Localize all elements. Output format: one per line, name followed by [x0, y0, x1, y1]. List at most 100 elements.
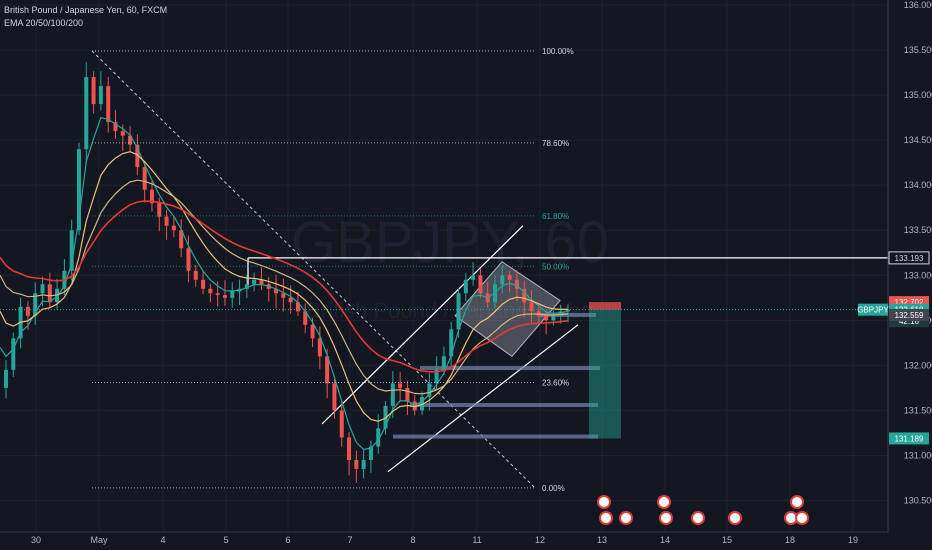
candle-body: [259, 279, 264, 285]
price-label: 133.193: [888, 251, 930, 265]
support-bar: [410, 403, 598, 408]
support-bar: [420, 366, 600, 371]
drawings[interactable]: [0, 50, 888, 489]
position-stop-zone: [589, 302, 621, 310]
channel-lower-line: [387, 324, 579, 473]
candle-body: [164, 216, 169, 226]
ema-200-line: [0, 200, 569, 373]
candle-body: [347, 437, 352, 460]
x-tick-label: 18: [785, 535, 795, 545]
candle-body: [354, 459, 359, 469]
moving-averages: [0, 116, 569, 451]
event-markers[interactable]: [597, 495, 809, 525]
price-label-bg: [858, 303, 888, 316]
time-axis[interactable]: 30 May 4 5 6 7 8 11 12 13 14 15 18 19: [31, 535, 858, 545]
price-label: 132.559: [889, 309, 929, 322]
fib-level-label: 23.60%: [542, 378, 569, 387]
x-tick-label: 13: [597, 535, 607, 545]
short-position-tool[interactable]: [589, 302, 621, 439]
y-tick-label: 130.500: [904, 496, 932, 506]
event-marker-icon: [728, 511, 742, 525]
candle-body: [471, 275, 476, 280]
candle-body: [565, 309, 571, 312]
candle-body: [332, 383, 337, 411]
event-marker-icon: [657, 495, 671, 509]
price-label-text: 42:16: [899, 317, 920, 326]
candle-body: [3, 369, 9, 388]
candle-body: [405, 387, 410, 402]
x-tick-label: 5: [223, 535, 228, 545]
candle-body: [420, 396, 425, 411]
price-label-text: 133.193: [895, 254, 924, 263]
candle-body: [368, 446, 373, 460]
candle-body: [478, 275, 483, 294]
y-tick-label: 133.500: [904, 225, 932, 235]
grid: [0, 0, 888, 532]
event-marker-icon: [619, 511, 633, 525]
y-tick-label: 132.000: [904, 360, 932, 370]
candle-body: [208, 288, 213, 294]
x-tick-label: 8: [410, 535, 415, 545]
y-tick-label: 135.500: [904, 45, 932, 55]
y-tick-label: 134.500: [904, 135, 932, 145]
price-label-bg: [889, 432, 929, 445]
candle-body: [113, 122, 118, 132]
candle-body: [317, 338, 322, 357]
candle-body: [325, 356, 330, 384]
y-tick-label: 136.000: [904, 0, 932, 10]
candle-body: [84, 77, 89, 150]
position-target-zone: [589, 309, 621, 439]
x-tick-label: 7: [347, 535, 352, 545]
y-tick-label: 133.000: [904, 270, 932, 280]
price-label-text: 131.189: [895, 434, 924, 443]
fib-level-label: 50.00%: [542, 262, 569, 271]
y-tick-label: 131.500: [904, 405, 932, 415]
candle-body: [142, 167, 147, 190]
x-tick-label: 11: [472, 535, 481, 545]
ema-50-line: [0, 151, 568, 422]
symbol-title[interactable]: British Pound / Japanese Yen, 60, FXCM: [4, 5, 168, 15]
fib-retracement[interactable]: 100.00% 78.60% 61.80% 50.00% 23.60% 0.00%: [92, 47, 574, 493]
event-marker-icon: [691, 511, 705, 525]
candle-body: [98, 86, 103, 105]
candle-body: [201, 279, 206, 289]
candle-body: [303, 311, 308, 325]
ema-100-line: [0, 179, 569, 395]
fib-level-label: 78.60%: [542, 139, 569, 148]
x-tick-label: 15: [722, 535, 732, 545]
candle-body: [186, 248, 191, 271]
x-tick-label: 19: [848, 535, 858, 545]
candle-body: [514, 279, 519, 289]
x-tick-label: May: [90, 535, 108, 545]
event-marker-icon: [659, 511, 673, 525]
pattern-shape: [454, 261, 561, 358]
x-tick-label: 4: [160, 535, 165, 545]
candle-body: [244, 284, 249, 289]
candle-body: [398, 383, 403, 388]
x-tick-label: 12: [535, 535, 545, 545]
candle-body: [222, 295, 227, 298]
candle-body: [193, 270, 198, 280]
fib-level-label: 61.80%: [542, 212, 569, 221]
candle-body: [128, 135, 133, 145]
candle-body: [295, 302, 300, 312]
candle-body: [500, 275, 505, 285]
price-label-bg: [888, 251, 930, 265]
candle-body: [361, 459, 366, 469]
price-label-bg: [889, 309, 929, 322]
candle-body: [91, 77, 96, 105]
event-marker-icon: [599, 511, 613, 525]
price-label-text: 132.559: [895, 311, 924, 320]
support-bar: [393, 434, 598, 439]
candle-body: [493, 284, 498, 303]
price-label: 131.189: [889, 432, 929, 445]
price-label-text: 132.702: [895, 298, 924, 307]
x-tick-label: 30: [31, 535, 41, 545]
candle-body: [274, 288, 279, 294]
indicator-legend[interactable]: EMA 20/50/100/200: [4, 18, 84, 28]
candle-body: [106, 86, 111, 123]
fib-level-label: 0.00%: [542, 484, 565, 493]
price-axis[interactable]: 136.000 135.500 135.000 134.500 134.000 133.5…: [857, 0, 932, 506]
y-tick-label: 135.000: [904, 90, 932, 100]
